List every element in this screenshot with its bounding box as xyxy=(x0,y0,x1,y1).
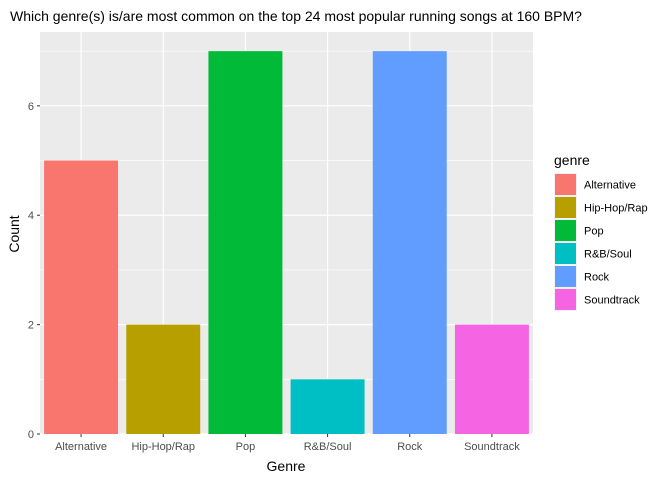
legend-entry: Alternative xyxy=(554,173,636,196)
legend: genre Alternative Hip-Hop/Rap Pop R&B/Soul R… xyxy=(554,152,648,311)
x-tick-label: Rock xyxy=(397,441,423,453)
legend-label: Soundtrack xyxy=(584,295,640,307)
x-tick-label: Soundtrack xyxy=(464,441,520,453)
bar-alternative xyxy=(44,160,119,434)
legend-entries: Alternative Hip-Hop/Rap Pop R&B/Soul Rock Sou… xyxy=(554,173,648,311)
legend-label: Pop xyxy=(584,226,604,238)
legend-swatch xyxy=(555,289,576,310)
legend-title: genre xyxy=(554,152,590,168)
panel-background xyxy=(40,32,533,434)
y-axis-title: Count xyxy=(6,215,22,252)
legend-label: Hip-Hop/Rap xyxy=(584,203,648,215)
legend-entry: Hip-Hop/Rap xyxy=(554,196,648,219)
bar-hip-hop-rap xyxy=(126,324,201,434)
y-tick-label: 0 xyxy=(28,429,34,441)
legend-entry: Soundtrack xyxy=(554,288,640,311)
y-tick-label: 4 xyxy=(28,210,34,222)
x-tick-label: R&B/Soul xyxy=(304,441,352,453)
x-tick-label: Hip-Hop/Rap xyxy=(131,441,195,453)
x-axis-ticks: Alternative Hip-Hop/Rap Pop R&B/Soul Rock Sou… xyxy=(55,434,520,453)
legend-entry: Rock xyxy=(554,265,610,288)
bar-r-b-soul xyxy=(290,379,365,434)
legend-swatch xyxy=(555,243,576,264)
legend-entry: R&B/Soul xyxy=(554,242,632,265)
x-tick-label: Pop xyxy=(236,441,256,453)
x-axis-title: Genre xyxy=(267,458,306,474)
legend-entry: Pop xyxy=(554,219,604,242)
y-tick-label: 2 xyxy=(28,320,34,332)
bar-soundtrack xyxy=(454,324,529,434)
legend-swatch xyxy=(555,220,576,241)
legend-swatch xyxy=(555,266,576,287)
chart-title: Which genre(s) is/are most common on the… xyxy=(10,8,582,24)
plot-panel xyxy=(40,32,533,435)
bar-pop xyxy=(208,51,283,435)
legend-swatch xyxy=(555,174,576,195)
legend-label: R&B/Soul xyxy=(584,249,632,261)
bars xyxy=(44,51,529,435)
bar-rock xyxy=(372,51,447,435)
x-tick-label: Alternative xyxy=(55,441,107,453)
legend-label: Rock xyxy=(584,272,610,284)
y-tick-label: 6 xyxy=(28,101,34,113)
legend-swatch xyxy=(555,197,576,218)
y-axis-ticks: 0 2 4 6 xyxy=(28,101,40,441)
legend-label: Alternative xyxy=(584,180,636,192)
